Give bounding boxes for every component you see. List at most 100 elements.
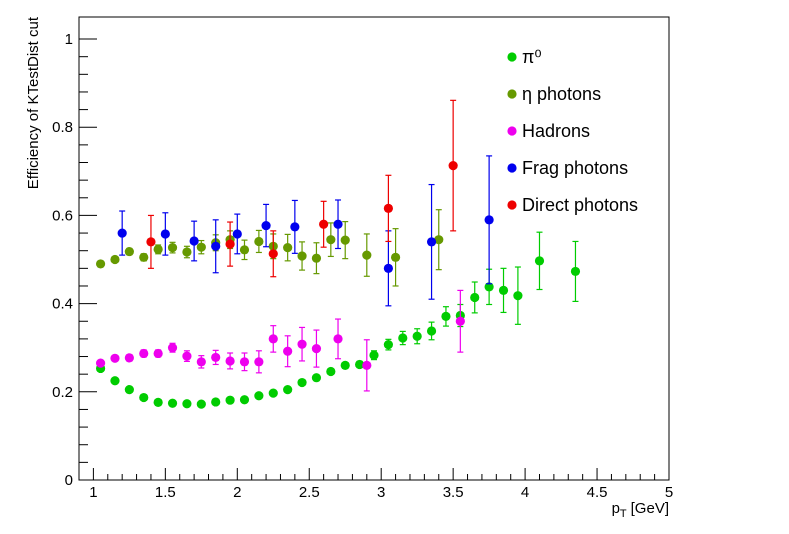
data-point (239, 357, 250, 367)
legend-marker (507, 89, 517, 99)
data-point (513, 291, 523, 301)
data-point (283, 385, 293, 395)
data-point (117, 228, 127, 238)
x-axis-title-unit: [GeV] (631, 500, 669, 517)
legend-label: Direct photons (522, 195, 638, 215)
data-point (383, 340, 393, 350)
x-tick-label: 4.5 (587, 484, 608, 501)
data-point (311, 373, 322, 383)
data-point (167, 398, 178, 408)
data-point (153, 397, 163, 407)
data-point (484, 215, 494, 225)
data-point (153, 244, 163, 254)
data-point (124, 246, 134, 257)
data-point (333, 219, 343, 229)
data-point (182, 351, 192, 361)
data-point (211, 241, 221, 251)
data-point (268, 249, 278, 259)
data-point (268, 334, 278, 344)
data-point (319, 219, 329, 229)
data-point (160, 229, 170, 239)
data-point (146, 237, 156, 247)
data-point (362, 250, 372, 260)
data-point (232, 229, 242, 239)
y-tick-label: 0.6 (52, 207, 73, 224)
x-tick-label: 2.5 (299, 484, 320, 501)
data-point (124, 385, 134, 395)
legend-label: Frag photons (522, 158, 628, 178)
x-tick-label: 1.5 (155, 484, 176, 501)
x-tick-label: 4 (521, 484, 529, 501)
data-point (455, 316, 465, 326)
data-point (261, 220, 271, 231)
data-point (196, 242, 206, 252)
x-axis: 1 1.5 2 2.5 3 3.5 4 4.5 5 (78, 468, 673, 501)
legend: π⁰ η photons Hadrons Frag photons Direct pho… (507, 47, 638, 215)
data-point (239, 395, 250, 405)
data-point (470, 292, 480, 303)
series-4 (146, 99, 458, 278)
legend-marker (507, 200, 517, 210)
data-point (182, 399, 192, 409)
data-point (333, 334, 343, 344)
data-point (390, 252, 401, 262)
y-tick-label: 0 (65, 472, 73, 489)
data-point (383, 263, 393, 273)
x-tick-label: 2 (233, 484, 241, 501)
data-point (426, 326, 437, 336)
series-0 (95, 231, 581, 409)
data-point (297, 339, 307, 349)
data-point (340, 235, 350, 245)
data-point (326, 235, 336, 245)
legend-marker (507, 163, 517, 173)
data-point (412, 331, 422, 341)
y-axis-title: Efficiency of KTestDist cut (25, 16, 42, 189)
data-point (211, 397, 221, 407)
data-point (484, 282, 494, 292)
data-point (426, 237, 437, 247)
y-tick-label: 1 (65, 31, 73, 48)
x-tick-label: 3 (377, 484, 385, 501)
data-point (362, 360, 372, 370)
data-point (254, 357, 264, 367)
data-point (189, 236, 199, 246)
data-point (167, 243, 178, 253)
data-point (290, 222, 300, 232)
y-tick-label: 0.8 (52, 119, 73, 136)
data-point (239, 245, 250, 255)
data-point (153, 348, 163, 359)
y-axis: 0 0.2 0.4 0.6 0.8 1 (52, 31, 97, 489)
data-point (570, 266, 581, 277)
data-point (225, 356, 235, 366)
legend-label: Hadrons (522, 121, 590, 141)
y-tick-label: 0.2 (52, 384, 73, 401)
data-point (297, 377, 307, 388)
data-point (225, 239, 235, 249)
data-point (448, 161, 458, 171)
data-point (311, 343, 322, 354)
data-point (268, 388, 278, 398)
data-point (110, 376, 120, 386)
data-point (283, 346, 293, 356)
legend-marker (507, 52, 517, 62)
data-point (95, 358, 106, 368)
data-point (95, 259, 106, 269)
data-point (297, 251, 307, 261)
data-point (211, 352, 221, 363)
data-point (139, 392, 149, 403)
data-point (182, 247, 192, 257)
data-series (95, 99, 581, 409)
data-point (369, 350, 379, 360)
legend-marker (507, 126, 517, 136)
x-tick-label: 5 (665, 484, 673, 501)
data-point (110, 353, 120, 363)
data-point (139, 252, 149, 262)
series-2 (95, 289, 465, 392)
data-point (254, 236, 264, 247)
data-point (326, 366, 336, 377)
legend-label: π⁰ (522, 47, 542, 67)
data-point (254, 391, 264, 401)
x-tick-label: 3.5 (443, 484, 464, 501)
